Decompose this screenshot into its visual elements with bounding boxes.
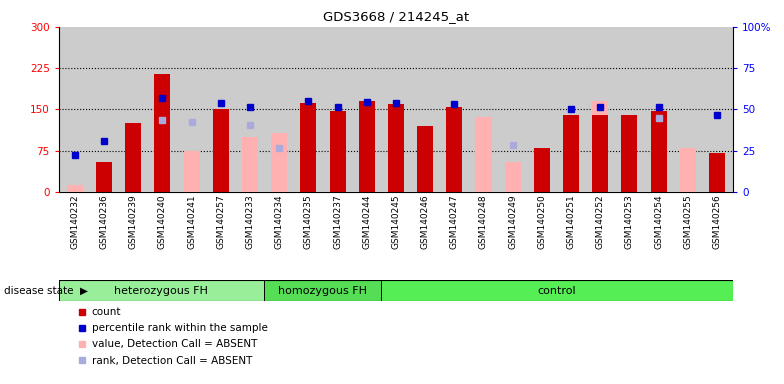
Bar bbox=[388, 104, 404, 192]
Bar bbox=[212, 109, 229, 192]
Text: value, Detection Call = ABSENT: value, Detection Call = ABSENT bbox=[92, 339, 257, 349]
Text: GSM140239: GSM140239 bbox=[129, 195, 138, 249]
Text: GSM140254: GSM140254 bbox=[654, 195, 663, 249]
Text: GSM140241: GSM140241 bbox=[187, 195, 196, 249]
Bar bbox=[505, 162, 521, 192]
Bar bbox=[183, 151, 200, 192]
Text: GSM140245: GSM140245 bbox=[391, 195, 401, 249]
Text: homozygous FH: homozygous FH bbox=[278, 286, 367, 296]
Bar bbox=[534, 148, 550, 192]
Text: GSM140257: GSM140257 bbox=[216, 195, 225, 249]
Text: GSM140233: GSM140233 bbox=[245, 195, 255, 249]
Bar bbox=[563, 115, 579, 192]
Text: GSM140240: GSM140240 bbox=[158, 195, 167, 249]
Text: GDS3668 / 214245_at: GDS3668 / 214245_at bbox=[323, 10, 469, 23]
Bar bbox=[67, 185, 83, 192]
Text: GSM140253: GSM140253 bbox=[625, 195, 634, 249]
Bar bbox=[96, 162, 112, 192]
Bar bbox=[592, 101, 608, 192]
Text: GSM140250: GSM140250 bbox=[537, 195, 546, 249]
Text: GSM140236: GSM140236 bbox=[100, 195, 108, 249]
Bar bbox=[271, 132, 287, 192]
Bar bbox=[381, 280, 733, 301]
Text: disease state  ▶: disease state ▶ bbox=[4, 286, 88, 296]
Bar bbox=[359, 101, 375, 192]
Text: GSM140256: GSM140256 bbox=[713, 195, 721, 249]
Text: count: count bbox=[92, 307, 122, 317]
Bar bbox=[125, 123, 141, 192]
Text: GSM140249: GSM140249 bbox=[508, 195, 517, 249]
Bar bbox=[300, 103, 317, 192]
Bar bbox=[154, 74, 170, 192]
Bar bbox=[709, 154, 725, 192]
Text: GSM140252: GSM140252 bbox=[596, 195, 604, 249]
Text: GSM140232: GSM140232 bbox=[71, 195, 79, 249]
Bar bbox=[475, 117, 492, 192]
Bar bbox=[592, 115, 608, 192]
Bar bbox=[651, 111, 666, 192]
Text: GSM140247: GSM140247 bbox=[450, 195, 459, 249]
Text: heterozygous FH: heterozygous FH bbox=[114, 286, 209, 296]
Text: GSM140234: GSM140234 bbox=[274, 195, 284, 249]
Text: GSM140246: GSM140246 bbox=[420, 195, 430, 249]
Text: percentile rank within the sample: percentile rank within the sample bbox=[92, 323, 267, 333]
Text: GSM140237: GSM140237 bbox=[333, 195, 342, 249]
Bar bbox=[329, 111, 346, 192]
Text: GSM140244: GSM140244 bbox=[362, 195, 372, 249]
Bar bbox=[59, 280, 264, 301]
Bar bbox=[417, 126, 433, 192]
Text: rank, Detection Call = ABSENT: rank, Detection Call = ABSENT bbox=[92, 356, 252, 366]
Bar bbox=[446, 107, 463, 192]
Text: GSM140248: GSM140248 bbox=[479, 195, 488, 249]
Bar bbox=[622, 115, 637, 192]
Text: control: control bbox=[538, 286, 576, 296]
Bar bbox=[680, 148, 696, 192]
Bar bbox=[242, 137, 258, 192]
Text: GSM140251: GSM140251 bbox=[567, 195, 575, 249]
Text: GSM140255: GSM140255 bbox=[684, 195, 692, 249]
Text: GSM140235: GSM140235 bbox=[304, 195, 313, 249]
Bar bbox=[264, 280, 381, 301]
